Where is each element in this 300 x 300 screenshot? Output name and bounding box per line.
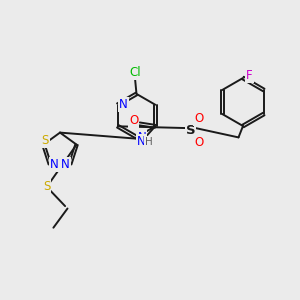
Text: S: S <box>43 180 50 193</box>
Text: N: N <box>137 131 146 144</box>
Text: N: N <box>137 135 146 148</box>
Text: S: S <box>186 124 195 137</box>
Text: F: F <box>246 68 253 82</box>
Text: S: S <box>41 134 49 147</box>
Text: N: N <box>50 158 59 171</box>
Text: O: O <box>194 136 203 149</box>
Text: Cl: Cl <box>129 66 141 80</box>
Text: O: O <box>194 112 203 125</box>
Text: N: N <box>119 98 128 111</box>
Text: H: H <box>145 137 153 147</box>
Text: N: N <box>61 158 70 171</box>
Text: O: O <box>129 114 138 128</box>
